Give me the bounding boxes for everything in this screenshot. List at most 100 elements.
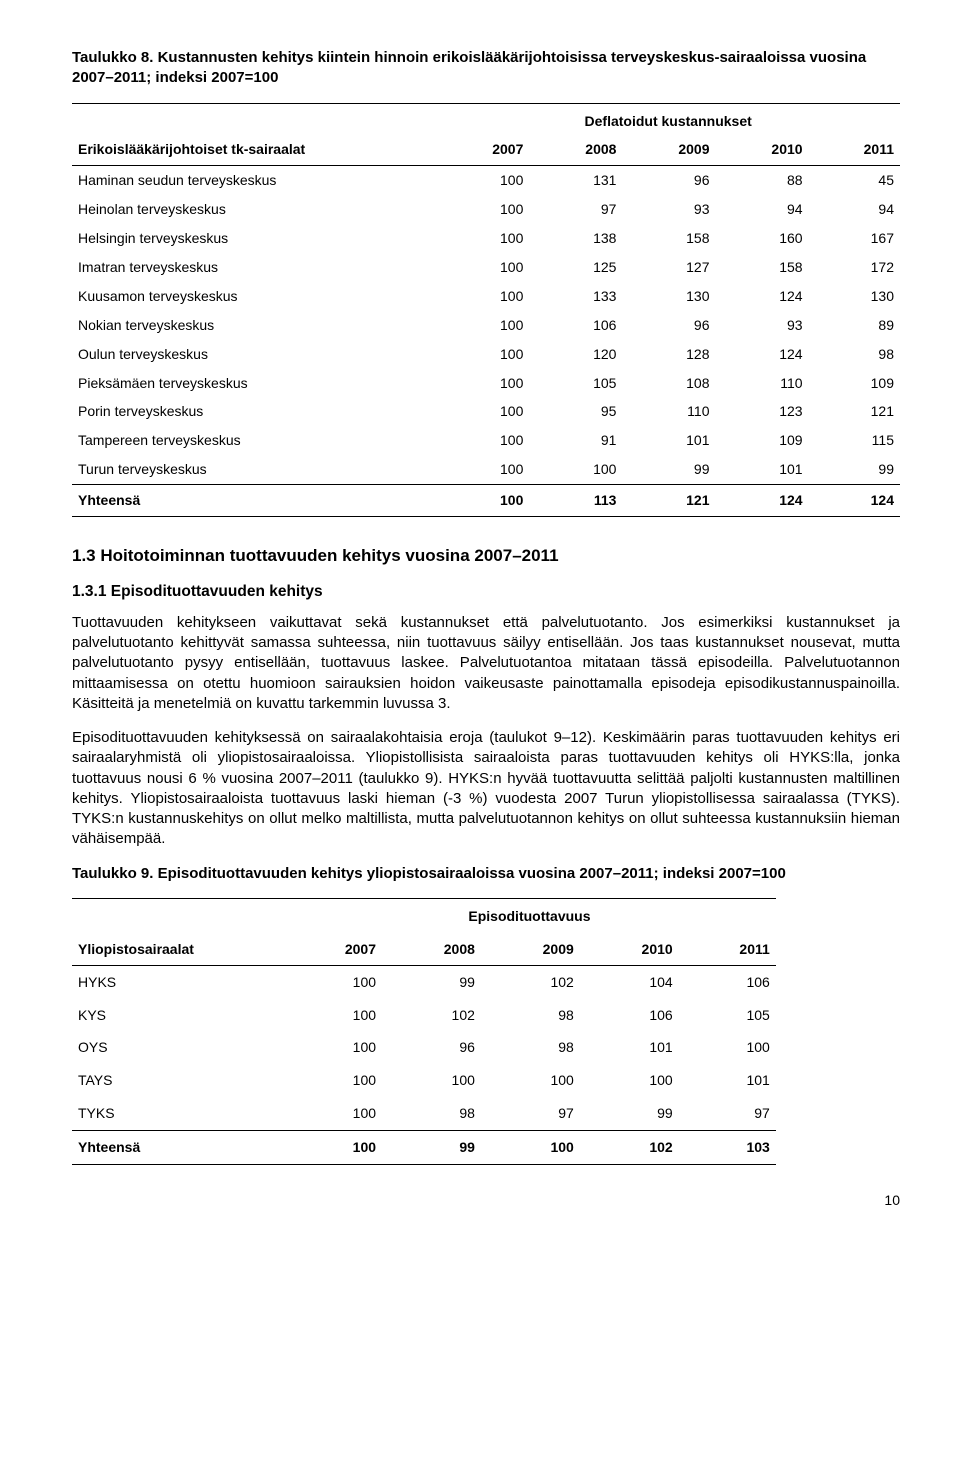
table-cell: 109 [716,426,809,455]
table-cell: 102 [481,965,580,998]
table-cell: 138 [529,224,622,253]
table-row-label: Oulun terveyskeskus [72,340,436,369]
table-row-label: Pieksämäen terveyskeskus [72,369,436,398]
table-cell: 91 [529,426,622,455]
table-cell: 95 [529,397,622,426]
table-row-label: TAYS [72,1064,283,1097]
table-cell: 110 [622,397,715,426]
table-cell: 100 [283,1064,382,1097]
table-cell: 106 [679,965,776,998]
table-cell: 99 [580,1097,679,1130]
table-row-label: Helsingin terveyskeskus [72,224,436,253]
table-cell: 100 [283,1031,382,1064]
table8-year: 2008 [529,135,622,165]
table-cell: 158 [716,253,809,282]
table-row-label: Imatran terveyskeskus [72,253,436,282]
table-row-label: Tampereen terveyskeskus [72,426,436,455]
table-cell: 96 [382,1031,481,1064]
table-cell: 106 [580,999,679,1032]
table-row-label: TYKS [72,1097,283,1130]
table-row-label: Turun terveyskeskus [72,455,436,484]
table-row-label: Heinolan terveyskeskus [72,195,436,224]
table8-total-val: 121 [622,485,715,517]
table-cell: 93 [716,311,809,340]
table-cell: 100 [679,1031,776,1064]
heading-1-3: 1.3 Hoitotoiminnan tuottavuuden kehitys … [72,545,900,568]
table-cell: 109 [809,369,900,398]
table-cell: 98 [481,999,580,1032]
table9-year: 2009 [481,933,580,965]
table-cell: 98 [809,340,900,369]
table-cell: 102 [382,999,481,1032]
table-cell: 100 [481,1064,580,1097]
table-cell: 100 [436,195,529,224]
table-cell: 99 [809,455,900,484]
table-cell: 108 [622,369,715,398]
table-row-label: Haminan seudun terveyskeskus [72,166,436,195]
table8-total-label: Yhteensä [72,485,436,517]
table-cell: 97 [481,1097,580,1130]
table-cell: 100 [436,224,529,253]
table8-year: 2010 [716,135,809,165]
table-cell: 105 [679,999,776,1032]
table-cell: 158 [622,224,715,253]
table9-year: 2011 [679,933,776,965]
table-cell: 106 [529,311,622,340]
table9-total-val: 99 [382,1131,481,1165]
table-cell: 167 [809,224,900,253]
table-cell: 94 [716,195,809,224]
table-cell: 98 [382,1097,481,1130]
paragraph: Tuottavuuden kehitykseen vaikuttavat sek… [72,613,900,714]
table-cell: 127 [622,253,715,282]
table-cell: 100 [529,455,622,484]
table-cell: 121 [809,397,900,426]
table-cell: 100 [436,426,529,455]
table-cell: 100 [436,253,529,282]
table9-total-val: 100 [283,1131,382,1165]
table-cell: 101 [716,455,809,484]
table8: Deflatoidut kustannukset Erikoislääkärij… [72,103,900,517]
table-cell: 101 [580,1031,679,1064]
table8-total-val: 100 [436,485,529,517]
table8-year: 2007 [436,135,529,165]
table-cell: 89 [809,311,900,340]
table-cell: 128 [622,340,715,369]
table9-corner [72,898,283,932]
table-cell: 100 [283,965,382,998]
table-cell: 124 [716,282,809,311]
table9-total-val: 103 [679,1131,776,1165]
table-cell: 130 [622,282,715,311]
page-number: 10 [72,1191,900,1210]
table-cell: 100 [436,282,529,311]
table-cell: 94 [809,195,900,224]
table-cell: 99 [622,455,715,484]
table-row-label: Kuusamon terveyskeskus [72,282,436,311]
table9-caption: Episodituottavuuden kehitys yliopistosai… [158,865,786,882]
table9-year: 2007 [283,933,382,965]
table-cell: 100 [382,1064,481,1097]
table8-total-val: 124 [716,485,809,517]
table8-col0: Erikoislääkärijohtoiset tk-sairaalat [72,135,436,165]
table-cell: 130 [809,282,900,311]
table9-total-val: 100 [481,1131,580,1165]
table-cell: 100 [580,1064,679,1097]
table-cell: 105 [529,369,622,398]
table8-total-val: 124 [809,485,900,517]
table-cell: 98 [481,1031,580,1064]
table-cell: 110 [716,369,809,398]
table-cell: 100 [436,340,529,369]
table9-total-label: Yhteensä [72,1131,283,1165]
table-cell: 100 [436,369,529,398]
table9-superheader: Episodituottavuus [283,898,776,932]
table-cell: 133 [529,282,622,311]
table9-year: 2010 [580,933,679,965]
table-cell: 97 [529,195,622,224]
table-cell: 88 [716,166,809,195]
table9-title: Taulukko 9. Episodituottavuuden kehitys … [72,864,900,884]
paragraph: Episodituottavuuden kehityksessä on sair… [72,728,900,850]
table-cell: 96 [622,311,715,340]
table-cell: 100 [283,999,382,1032]
table-cell: 104 [580,965,679,998]
table8-year: 2011 [809,135,900,165]
table-cell: 45 [809,166,900,195]
